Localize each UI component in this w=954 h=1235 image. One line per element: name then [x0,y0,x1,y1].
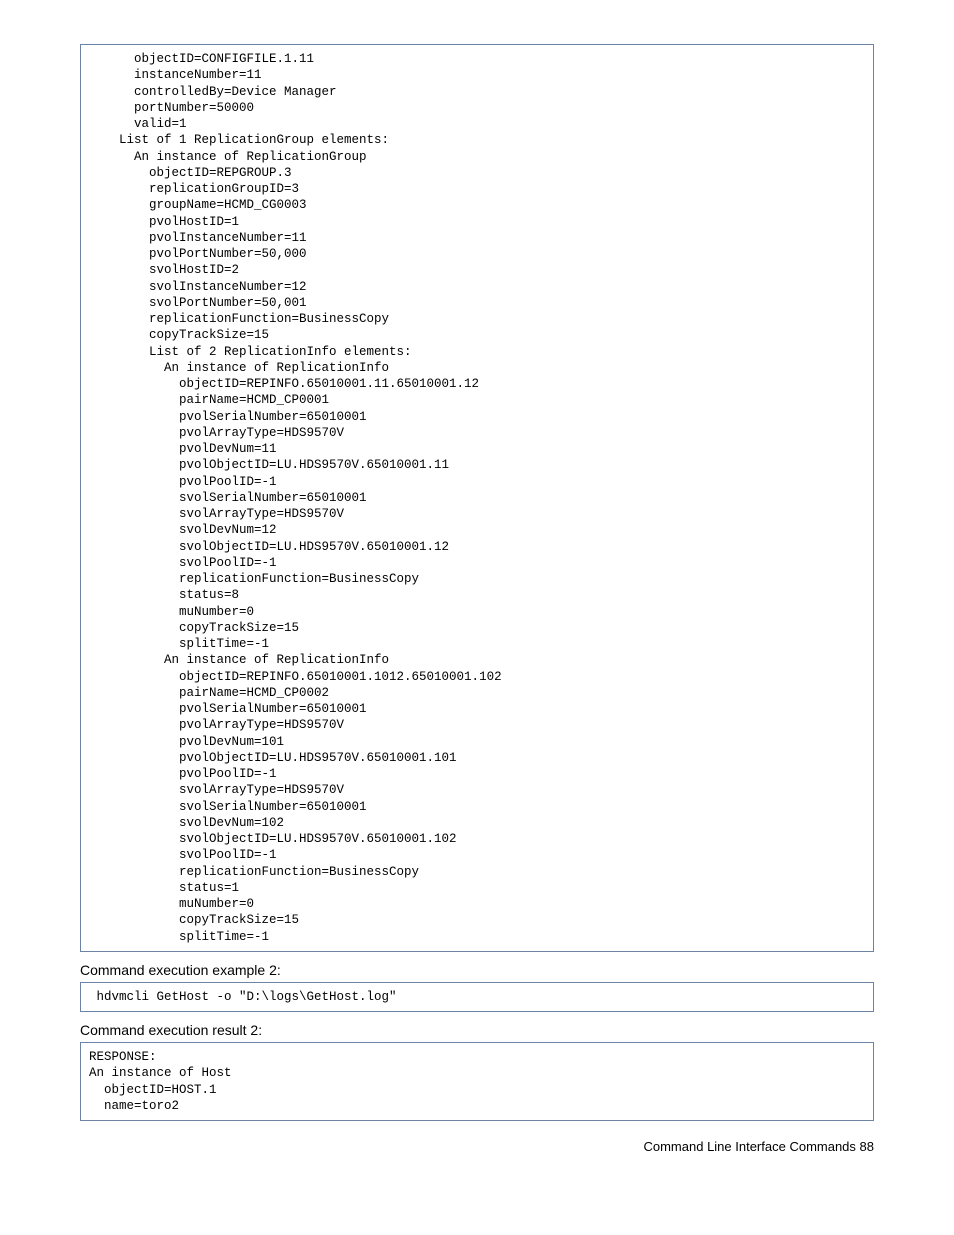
heading-command-execution-result-2: Command execution result 2: [80,1022,874,1038]
page-footer: Command Line Interface Commands 88 [80,1139,874,1154]
code-output-block-1: objectID=CONFIGFILE.1.11 instanceNumber=… [80,44,874,952]
heading-command-execution-example-2: Command execution example 2: [80,962,874,978]
code-output-block-3: RESPONSE: An instance of Host objectID=H… [80,1042,874,1121]
code-command-example-2: hdvmcli GetHost -o "D:\logs\GetHost.log" [80,982,874,1012]
